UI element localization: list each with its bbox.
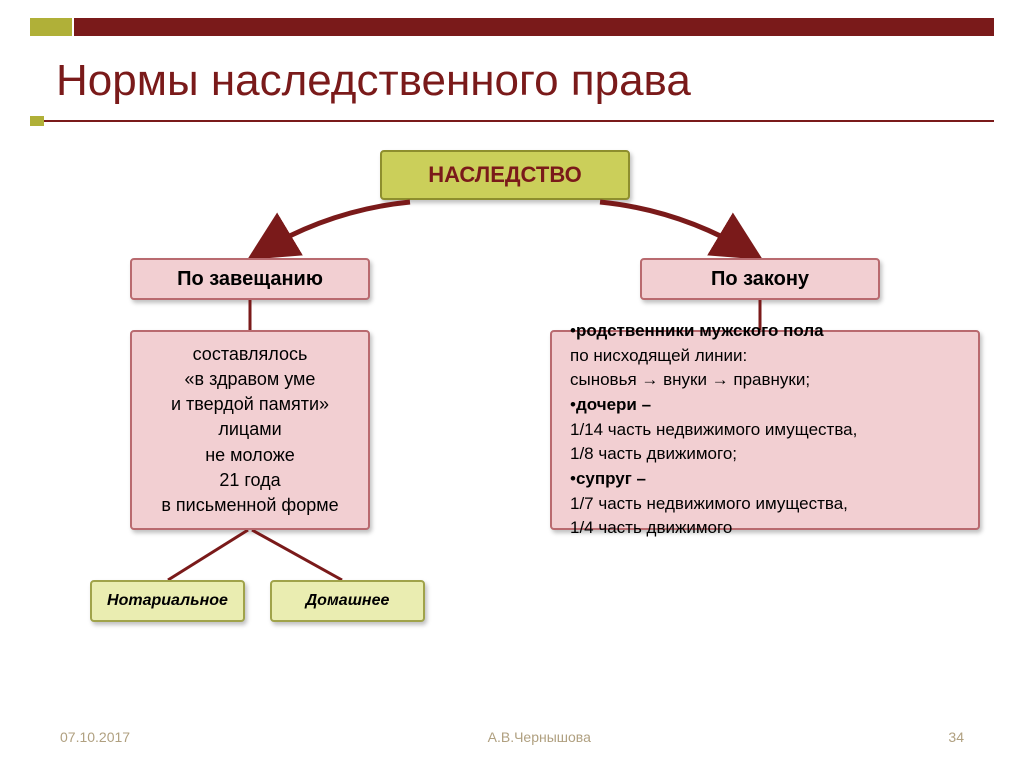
title-underline (30, 120, 994, 122)
root-label: НАСЛЕДСТВО (428, 162, 582, 188)
detail-left-line-4: не моложе (205, 443, 295, 468)
law-item-2-bold: супруг – (576, 469, 646, 488)
arrow-root-right (590, 190, 770, 268)
footer: 07.10.2017 А.В.Чернышова 34 (60, 729, 964, 745)
law-item-1-bold: дочери – (576, 395, 651, 414)
law-item-1-rest: 1/14 часть недвижимого имущества, (570, 420, 857, 439)
law-item-0: •родственники мужского пола по нисходяще… (570, 319, 824, 393)
header-bar (30, 18, 994, 36)
detail-by-law: •родственники мужского пола по нисходяще… (550, 330, 980, 530)
connector-leaf-left (160, 530, 250, 580)
leaf-right-label: Домашнее (306, 592, 390, 610)
connector-leaf-right (250, 530, 350, 580)
detail-left-line-6: в письменной форме (161, 493, 338, 518)
law-item-1: •дочери – 1/14 часть недвижимого имущест… (570, 393, 857, 467)
leaf-left-label: Нотариальное (107, 592, 228, 610)
law-item-1-extra: 1/8 часть движимого; (570, 444, 737, 463)
slide-title: Нормы наследственного права (56, 56, 691, 106)
law-item-0-bold: родственники мужского пола (576, 321, 824, 340)
law-item-0-rest: по нисходящей линии: (570, 346, 747, 365)
detail-left-line-2: и твердой памяти» (171, 392, 329, 417)
leaf-home: Домашнее (270, 580, 425, 622)
header-accent (30, 18, 72, 36)
law-item-0-chain: сыновья → внуки → правнуки; (570, 370, 810, 389)
header-line (74, 18, 994, 36)
detail-left-line-1: «в здравом уме (185, 367, 316, 392)
branch-by-law: По закону (640, 258, 880, 300)
branch-right-label: По закону (711, 268, 809, 291)
law-item-2: •супруг – 1/7 часть недвижимого имуществ… (570, 467, 848, 541)
detail-left-line-0: составлялось (193, 342, 308, 367)
branch-left-label: По завещанию (177, 268, 323, 291)
branch-by-will: По завещанию (130, 258, 370, 300)
leaf-notarial: Нотариальное (90, 580, 245, 622)
detail-left-line-3: лицами (218, 417, 281, 442)
footer-date: 07.10.2017 (60, 729, 130, 745)
root-node: НАСЛЕДСТВО (380, 150, 630, 200)
law-item-2-rest: 1/7 часть недвижимого имущества, (570, 494, 848, 513)
footer-page: 34 (948, 729, 964, 745)
detail-left-line-5: 21 года (219, 468, 280, 493)
slide: Нормы наследственного права НАСЛЕДСТВО П… (0, 0, 1024, 767)
law-item-2-extra: 1/4 часть движимого (570, 518, 732, 537)
connector-left (246, 300, 254, 330)
footer-author: А.В.Чернышова (488, 729, 591, 745)
arrow-root-left (240, 190, 420, 268)
detail-by-will: составлялось «в здравом уме и твердой па… (130, 330, 370, 530)
